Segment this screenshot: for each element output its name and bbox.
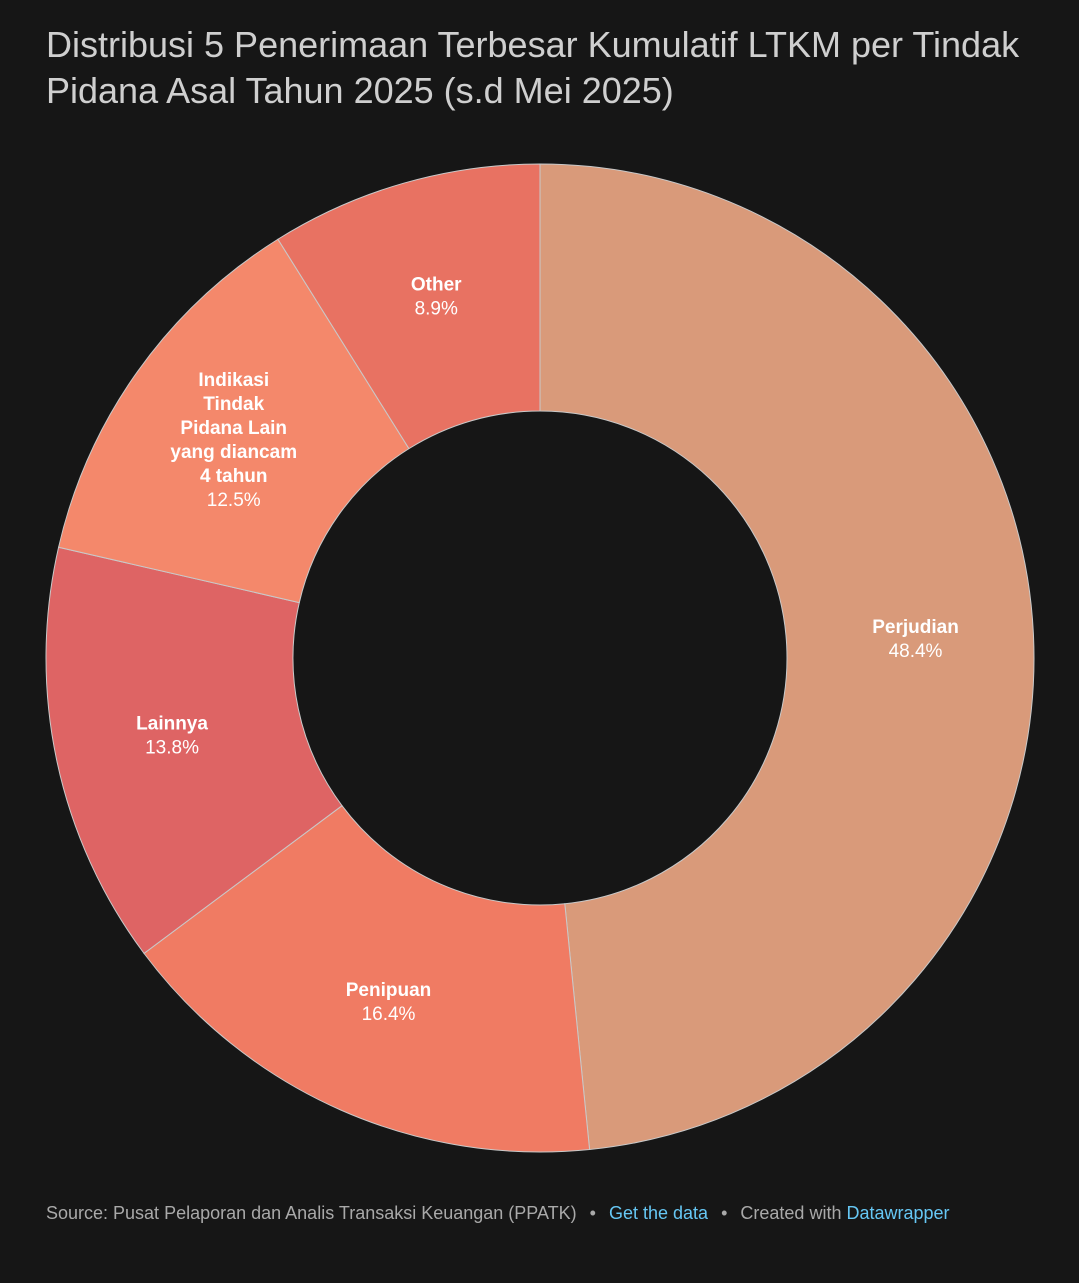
datawrapper-link[interactable]: Datawrapper	[846, 1203, 950, 1223]
slice-label: Pidana Lain	[180, 418, 287, 439]
slice-label-group: Lainnya 13.8%	[136, 713, 208, 758]
slice-label-group: Perjudian 48.4%	[872, 617, 959, 662]
slice-label-group: Indikasi Tindak Pidana Lain yang diancam 4 t…	[170, 370, 297, 511]
slice-value-label: 16.4%	[362, 1004, 416, 1025]
chart-footer: Source: Pusat Pelaporan dan Analis Trans…	[46, 1203, 950, 1224]
chart-title: Distribusi 5 Penerimaan Terbesar Kumulat…	[46, 24, 1020, 111]
slice-label: yang diancam	[170, 442, 297, 463]
source-text: Source: Pusat Pelaporan dan Analis Trans…	[46, 1203, 577, 1223]
slice-label-group: Other 8.9%	[411, 275, 462, 320]
slice-label: Tindak	[203, 394, 264, 415]
slice-value-label: 12.5%	[207, 490, 261, 511]
footer-separator: •	[589, 1203, 596, 1223]
slice-value-label: 13.8%	[145, 737, 199, 758]
slice-perjudian[interactable]	[539, 163, 1035, 1151]
footer-separator: •	[721, 1203, 728, 1223]
slice-label: Perjudian	[872, 617, 959, 638]
slice-label-group: Penipuan 16.4%	[346, 980, 432, 1025]
slice-penipuan[interactable]	[143, 804, 591, 1153]
slice-lainnya[interactable]	[45, 546, 343, 955]
slice-label: 4 tahun	[200, 466, 268, 487]
slice-label: Lainnya	[136, 713, 208, 734]
slice-other[interactable]	[277, 163, 541, 450]
created-with-text: Created with	[740, 1203, 842, 1223]
slice-label: Penipuan	[346, 980, 432, 1001]
slice-label: Indikasi	[198, 370, 269, 391]
slice-value-label: 8.9%	[415, 299, 458, 320]
slice-label: Other	[411, 275, 462, 296]
slice-value-label: 48.4%	[889, 641, 943, 662]
slice-indikasi-tindak-pidana-lain-yang-diancam-4-tahun[interactable]	[57, 238, 410, 604]
get-the-data-link[interactable]: Get the data	[608, 1203, 709, 1223]
